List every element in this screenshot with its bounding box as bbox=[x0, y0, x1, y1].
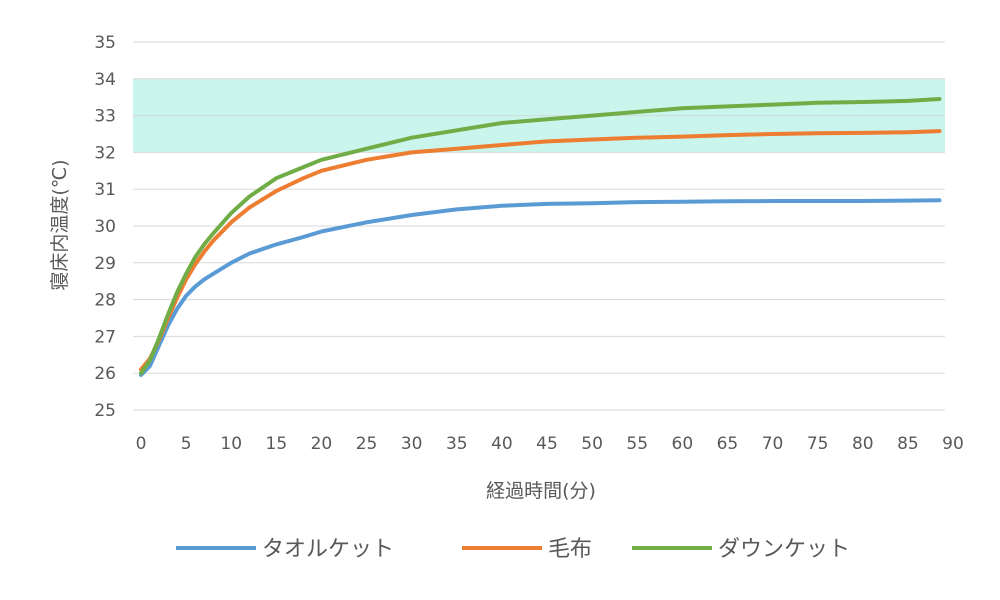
x-tick-label: 25 bbox=[356, 434, 378, 454]
y-tick-label: 31 bbox=[94, 180, 116, 200]
x-axis-ticks: 0 5 10 15 20 25 30 35 40 45 50 55 60 65 70 75 80 85 90 bbox=[136, 434, 964, 454]
y-axis-ticks: 25 26 27 28 29 30 31 32 33 34 35 bbox=[94, 33, 116, 421]
x-axis-title: 経過時間(分) bbox=[486, 480, 596, 502]
x-tick-label: 35 bbox=[446, 434, 468, 454]
x-tick-label: 40 bbox=[491, 434, 513, 454]
y-tick-label: 29 bbox=[94, 254, 116, 274]
series-line-0 bbox=[139, 198, 942, 377]
series-line-1 bbox=[139, 129, 942, 372]
x-tick-label: 90 bbox=[942, 434, 964, 454]
x-tick-label: 15 bbox=[266, 434, 288, 454]
x-tick-label: 55 bbox=[626, 434, 648, 454]
y-tick-label: 27 bbox=[94, 327, 116, 347]
y-tick-label: 30 bbox=[94, 217, 116, 237]
y-tick-label: 25 bbox=[94, 401, 116, 421]
y-tick-label: 26 bbox=[94, 364, 116, 384]
legend-label-2: ダウンケット bbox=[718, 537, 850, 562]
x-tick-label: 60 bbox=[672, 434, 694, 454]
y-tick-label: 32 bbox=[94, 143, 116, 163]
x-tick-label: 10 bbox=[220, 434, 242, 454]
x-tick-label: 70 bbox=[762, 434, 784, 454]
x-tick-label: 65 bbox=[717, 434, 739, 454]
y-tick-label: 35 bbox=[94, 33, 116, 53]
series-lines bbox=[139, 97, 942, 377]
x-tick-label: 80 bbox=[852, 434, 874, 454]
x-tick-label: 85 bbox=[897, 434, 919, 454]
x-tick-label: 50 bbox=[581, 434, 603, 454]
x-tick-label: 20 bbox=[311, 434, 333, 454]
x-tick-label: 45 bbox=[536, 434, 558, 454]
series-line-2 bbox=[139, 97, 942, 376]
x-tick-label: 75 bbox=[807, 434, 829, 454]
legend-label-0: タオルケット bbox=[262, 537, 394, 562]
y-tick-label: 34 bbox=[94, 70, 116, 90]
x-tick-label: 0 bbox=[136, 434, 147, 454]
x-tick-label: 30 bbox=[401, 434, 423, 454]
y-tick-label: 28 bbox=[94, 291, 116, 311]
y-axis-title: 寝床内温度(℃) bbox=[49, 159, 71, 290]
legend-label-1: 毛布 bbox=[548, 537, 592, 562]
gridlines bbox=[133, 41, 945, 411]
y-tick-label: 33 bbox=[94, 107, 116, 127]
x-tick-label: 5 bbox=[181, 434, 192, 454]
legend: タオルケット 毛布 ダウンケット bbox=[176, 537, 850, 562]
